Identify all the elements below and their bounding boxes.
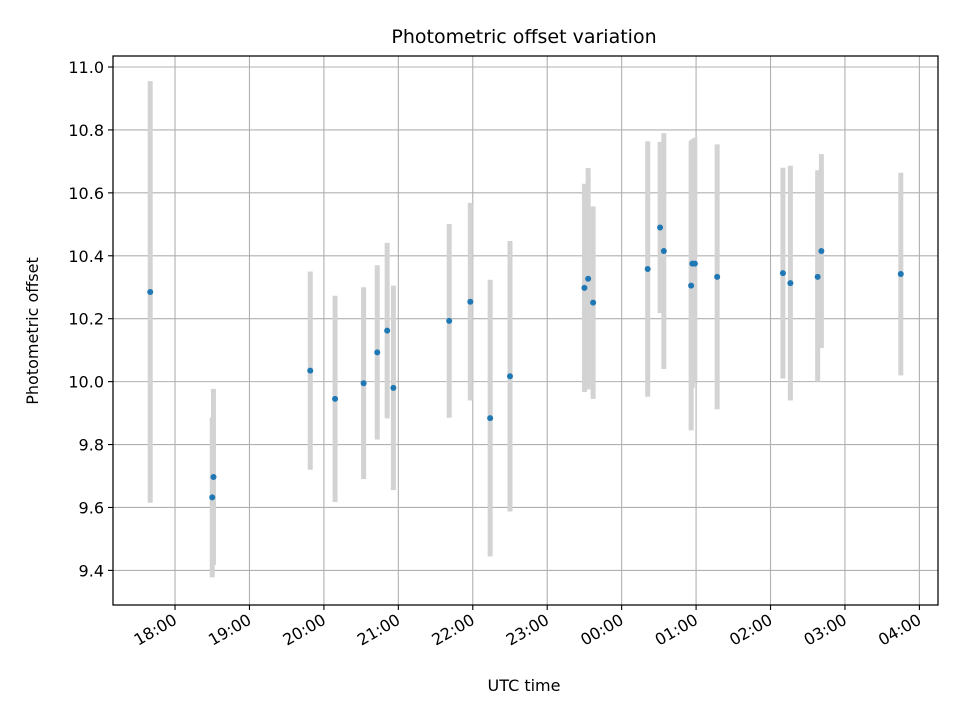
data-point [307,367,314,374]
data-point [581,284,588,291]
grid [113,56,938,605]
data-point [360,380,367,387]
y-tick-label: 9.4 [79,561,104,580]
data-point [210,473,217,480]
y-tick-label: 9.8 [79,436,104,455]
data-point [332,395,339,402]
data-point [390,384,397,391]
data-point [374,349,381,356]
data-point [660,248,667,255]
y-tick-label: 10.8 [68,121,104,140]
x-axis-title: UTC time [488,676,561,695]
y-tick-label: 9.6 [79,498,104,517]
data-point [446,317,453,324]
data-point [818,248,825,255]
data-points [147,224,904,501]
y-tick-label: 10.2 [68,310,104,329]
y-tick-label: 11.0 [68,58,104,77]
chart-title: Photometric offset variation [391,26,656,48]
data-point [787,280,794,287]
data-point [691,260,698,267]
y-tick-label: 10.4 [68,247,104,266]
data-point [467,298,474,305]
y-tick-label: 10.6 [68,184,104,203]
y-tick-label: 10.0 [68,373,104,392]
data-point [688,282,695,289]
data-point [714,273,721,280]
data-point [585,275,592,282]
plot-frame [112,55,939,606]
data-point [779,270,786,277]
data-point [814,273,821,280]
data-point [897,271,904,278]
y-axis-title: Photometric offset [23,257,42,405]
data-point [209,494,216,501]
data-point [147,288,154,295]
data-point [590,299,597,306]
data-point [657,224,664,231]
data-point [384,327,391,334]
data-point [644,265,651,272]
data-point [506,373,513,380]
data-point [487,415,494,422]
